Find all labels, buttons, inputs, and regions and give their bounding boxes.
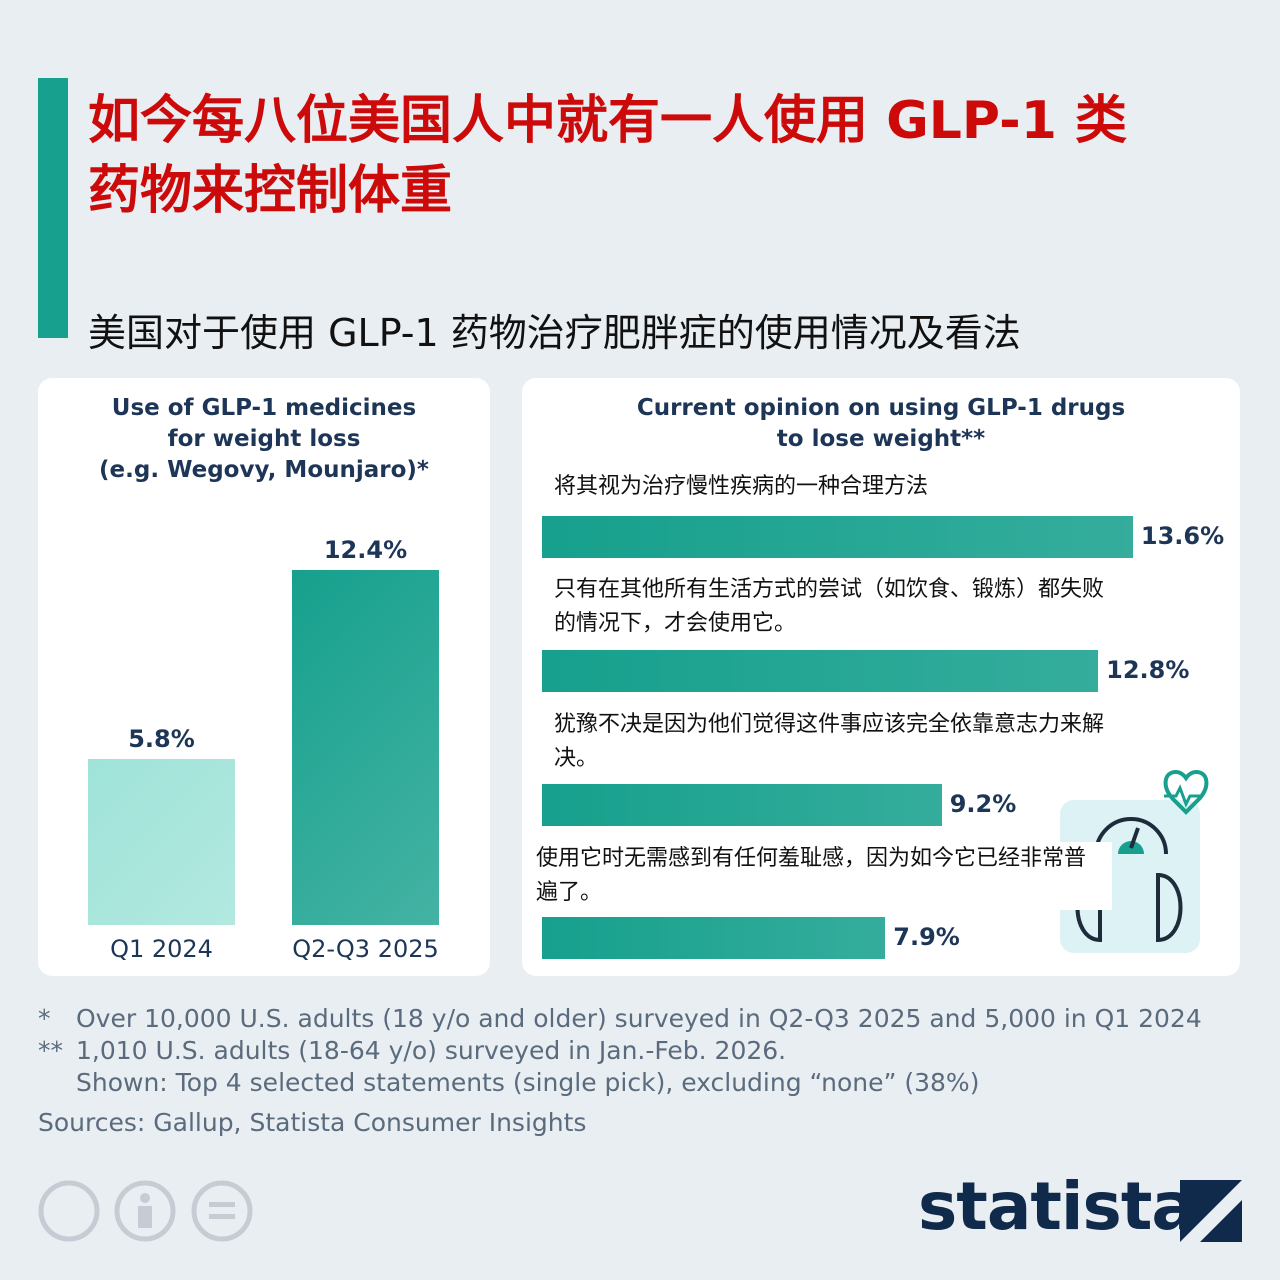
chart-title: Current opinion on using GLP-1 drugs to … [636,395,1126,452]
category-label: 犹豫不决是因为他们觉得这件事应该完全依靠意志力来解决。 [548,708,1130,776]
bar [542,650,1099,692]
logo-mark [1180,1180,1242,1242]
value-label: 5.8% [128,725,195,754]
category-label: 将其视为治疗慢性疾病的一种合理方法 [548,470,1130,504]
subtitle: 美国对于使用 GLP-1 药物治疗肥胖症的使用情况及看法 [88,311,1021,355]
footnote: Over 10,000 U.S. adults (18 y/o and olde… [76,1004,1202,1033]
value-label: 12.4% [323,536,408,565]
bar [542,516,1133,558]
footnote-mark: ** [38,1036,63,1065]
footnote-mark: * [38,1004,51,1033]
bar [292,570,439,925]
license-icons [38,1180,253,1242]
bar [542,917,886,959]
bar [542,784,942,826]
value-label: 7.9% [893,923,960,951]
x-tick-label: Q1 2024 [110,935,213,963]
value-label: 12.8% [1106,656,1190,684]
bar [88,759,235,925]
logo: statista [918,1168,1196,1245]
category-label: 使用它时无需感到有任何羞耻感，因为如今它已经非常普遍了。 [530,842,1112,910]
value-label: 9.2% [949,790,1017,818]
footnote: 1,010 U.S. adults (18-64 y/o) surveyed i… [76,1036,980,1097]
title: 如今每八位美国人中就有一人使用 GLP-1 类药物来控制体重 [88,91,1127,221]
chart-title: Use of GLP-1 medicines for weight loss (… [99,395,429,483]
accent-bar [38,78,68,338]
source: Sources: Gallup, Statista Consumer Insig… [38,1108,587,1137]
x-tick-label: Q2-Q3 2025 [292,935,439,963]
value-label: 13.6% [1140,522,1225,550]
category-label: 只有在其他所有生活方式的尝试（如饮食、锻炼）都失败的情况下，才会使用它。 [548,573,1130,641]
